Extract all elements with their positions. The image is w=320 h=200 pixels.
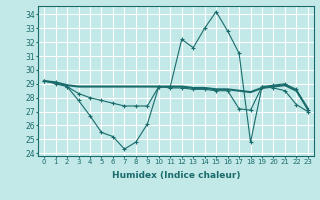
- X-axis label: Humidex (Indice chaleur): Humidex (Indice chaleur): [112, 171, 240, 180]
